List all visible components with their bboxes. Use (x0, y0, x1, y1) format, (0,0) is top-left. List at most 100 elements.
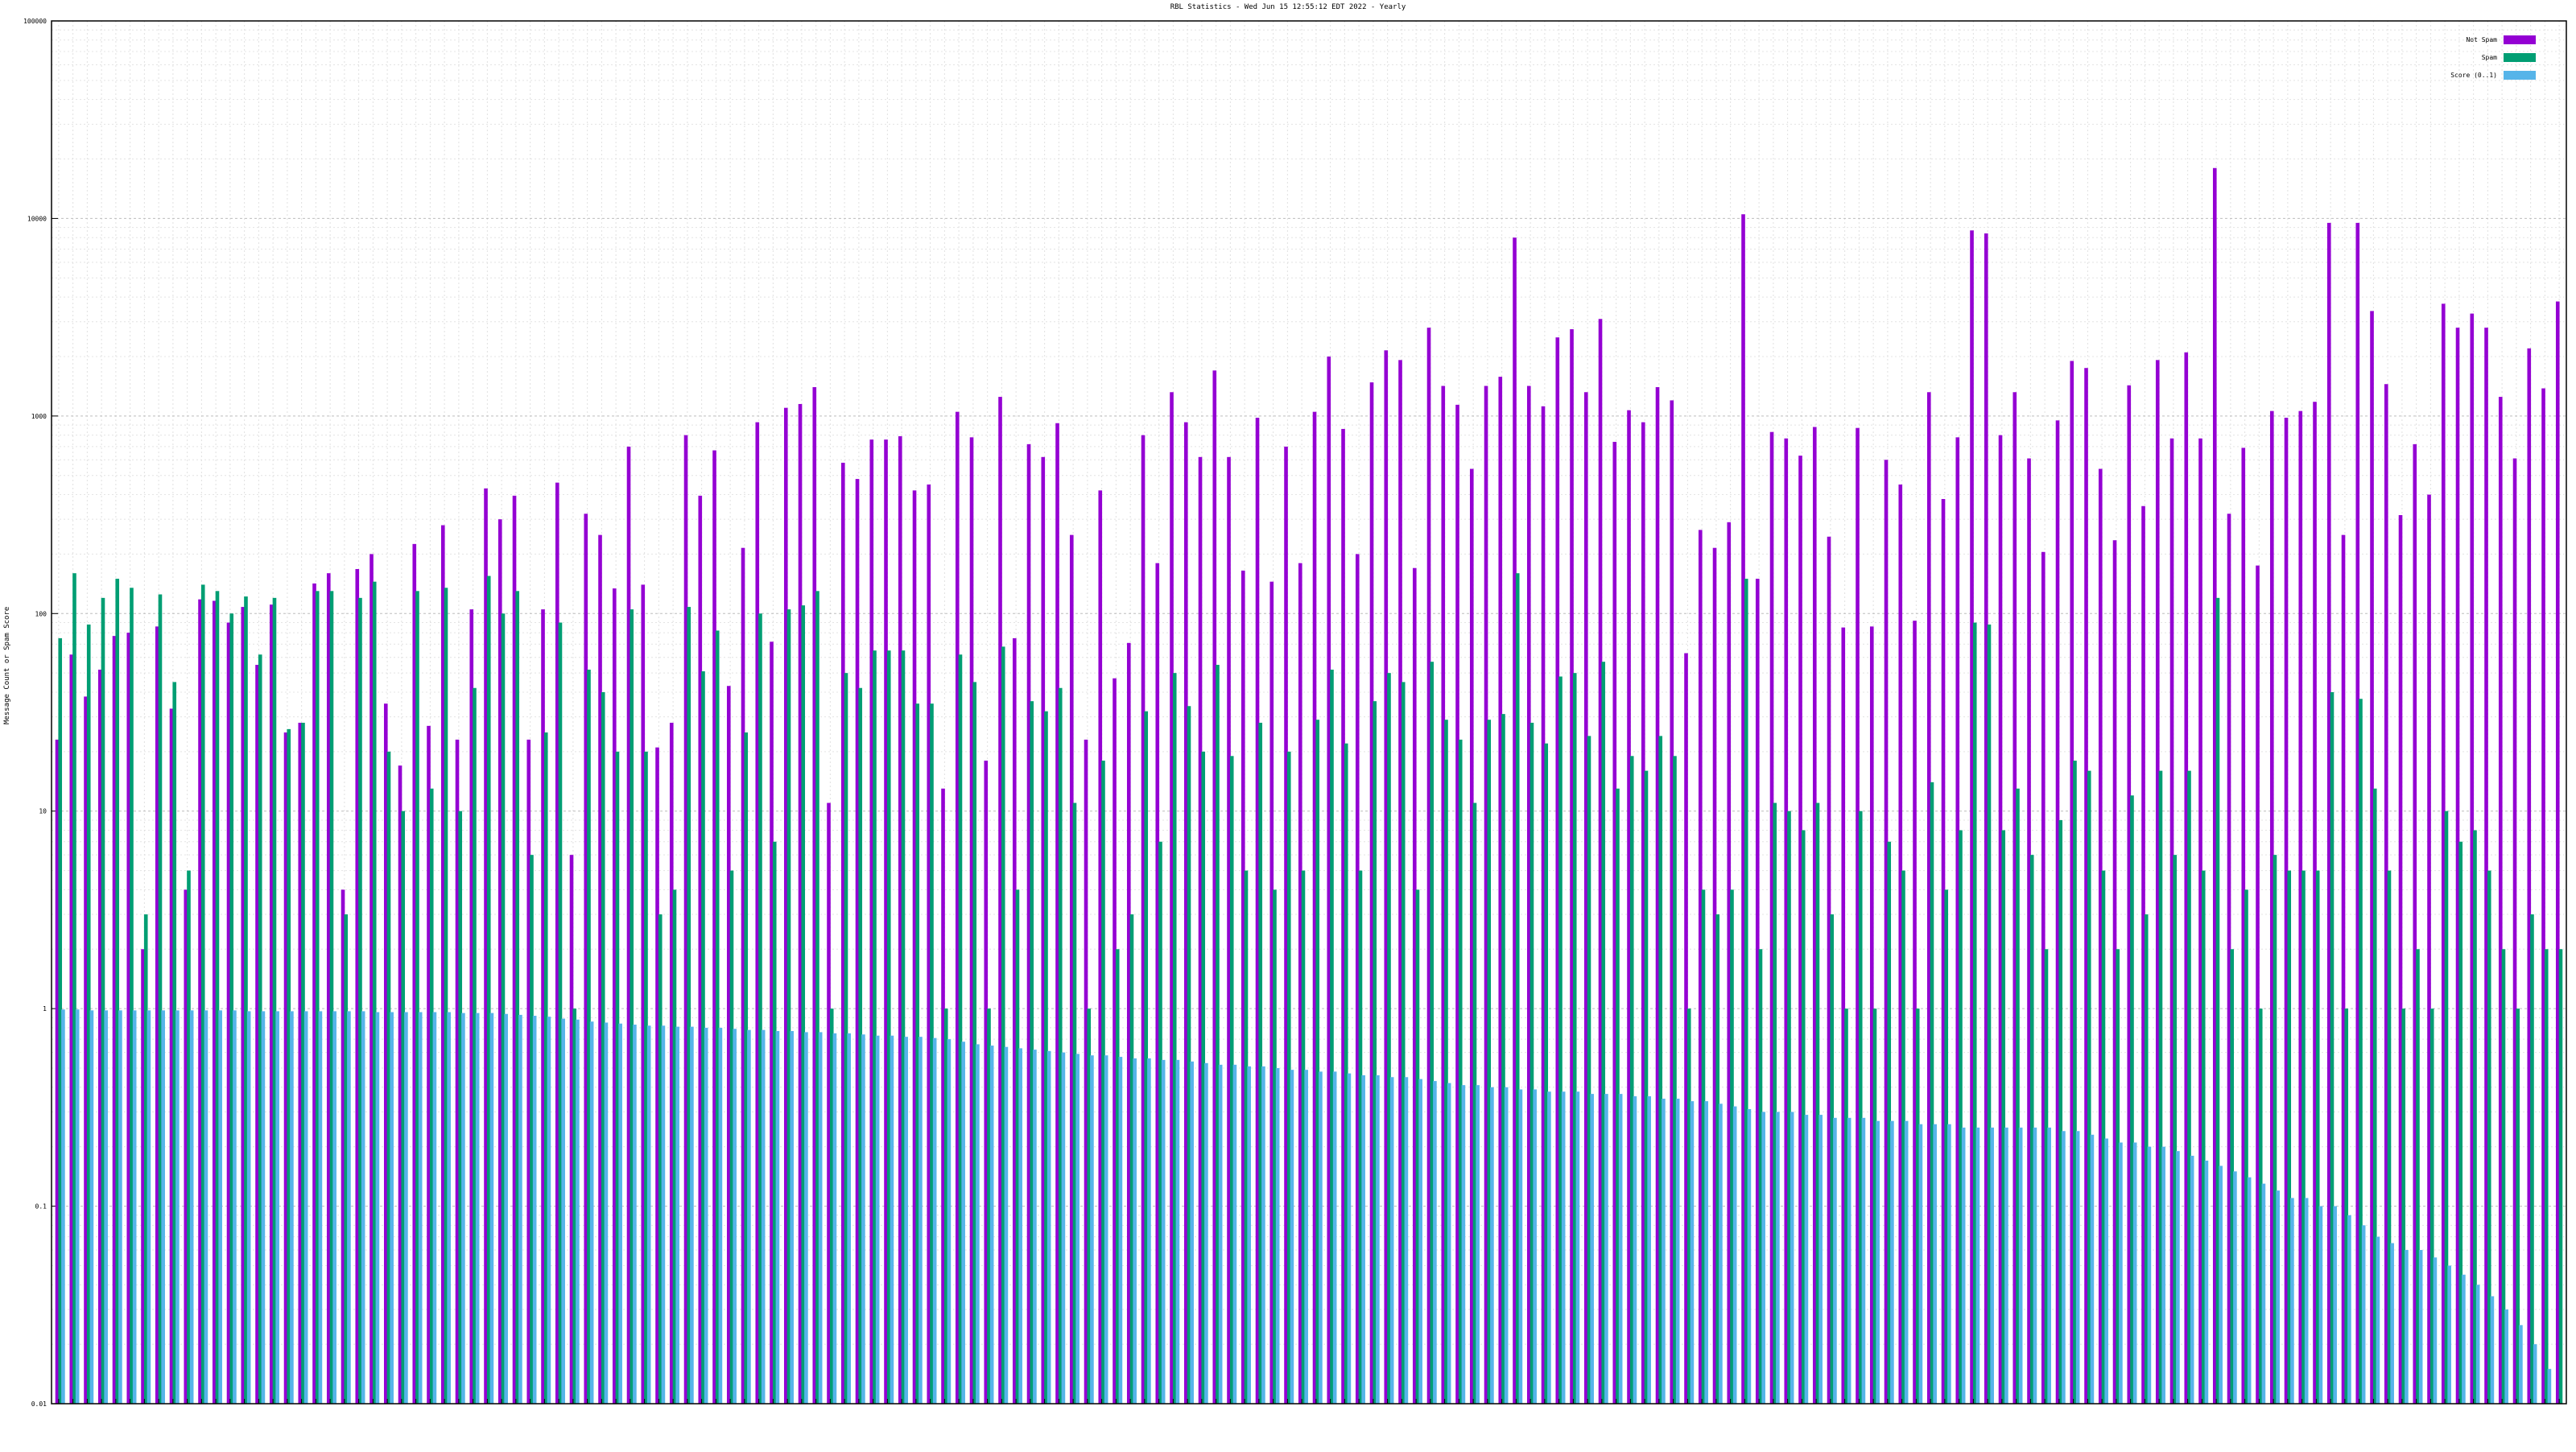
spam-bar (2416, 949, 2420, 1404)
not-spam-bar (1412, 567, 1417, 1404)
score-bar (404, 1012, 408, 1404)
score-bar (2161, 1146, 2165, 1404)
spam-bar (1801, 830, 1806, 1404)
score-bar (1947, 1124, 1951, 1404)
spam-bar (1373, 701, 1377, 1404)
score-bar (1232, 1064, 1237, 1404)
score-bar (1776, 1112, 1780, 1404)
spam-bar (1915, 1009, 1920, 1404)
score-bar (1190, 1061, 1194, 1404)
not-spam-bar (155, 626, 159, 1404)
score-bar (1433, 1081, 1437, 1404)
not-spam-bar (726, 686, 731, 1404)
score-bar (2119, 1142, 2123, 1404)
score-bar (2132, 1142, 2137, 1404)
spam-bar (2130, 795, 2134, 1404)
score-bar (1376, 1075, 1380, 1404)
spam-bar (2401, 1009, 2406, 1404)
not-spam-bar (2484, 328, 2488, 1404)
not-spam-bar (869, 439, 874, 1404)
not-spam-bar (283, 732, 288, 1404)
spam-bar (1744, 579, 1748, 1404)
legend-swatch (2504, 71, 2536, 80)
not-spam-bar (827, 802, 831, 1404)
spam-bar (572, 1009, 577, 1404)
score-bar (1304, 1070, 1308, 1404)
not-spam-bar (1369, 382, 1374, 1404)
not-spam-bar (1098, 490, 1103, 1404)
score-bar (2290, 1198, 2294, 1404)
score-bar (1018, 1048, 1022, 1404)
spam-bar (1344, 743, 1348, 1404)
not-spam-bar (1755, 579, 1760, 1404)
score-bar (1147, 1058, 1151, 1404)
score-bar (1218, 1064, 1223, 1404)
score-bar (1961, 1127, 1966, 1404)
not-spam-bar (1670, 400, 1674, 1404)
spam-bar (829, 1009, 834, 1404)
spam-bar (287, 728, 291, 1404)
score-bar (947, 1039, 952, 1404)
score-bar (233, 1010, 237, 1404)
y-tick-label: 0.01 (31, 1400, 47, 1408)
spam-bar (372, 581, 377, 1404)
score-bar (2090, 1134, 2095, 1404)
spam-bar (1872, 1009, 1877, 1404)
spam-bar (1158, 841, 1162, 1404)
score-bar (1604, 1094, 1608, 1404)
spam-bar (2230, 949, 2235, 1404)
spam-bar (2501, 949, 2506, 1404)
spam-bar (258, 654, 262, 1404)
score-bar (1361, 1075, 1365, 1404)
not-spam-bar (1655, 386, 1660, 1404)
not-spam-bar (312, 583, 316, 1404)
not-spam-bar (1798, 456, 1802, 1404)
spam-bar (1273, 889, 1277, 1404)
y-axis-label: Message Count or Spam Score (3, 606, 11, 724)
score-bar (1319, 1071, 1323, 1404)
score-bar (432, 1012, 437, 1404)
not-spam-bar (1069, 534, 1074, 1404)
score-bar (589, 1021, 594, 1404)
score-bar (1790, 1112, 1794, 1404)
not-spam-bar (1012, 637, 1017, 1404)
not-spam-bar (798, 403, 803, 1404)
score-bar (75, 1009, 80, 1404)
score-bar (147, 1010, 151, 1404)
spam-bar (1072, 802, 1077, 1404)
not-spam-bar (555, 482, 559, 1404)
score-bar (1904, 1120, 1909, 1404)
not-spam-bar (1856, 427, 1860, 1404)
spam-bar (244, 596, 248, 1404)
score-bar (1818, 1115, 1823, 1404)
not-spam-bar (1255, 418, 1260, 1404)
score-bar (1804, 1115, 1809, 1404)
spam-bar (1001, 646, 1005, 1404)
score-bar (89, 1010, 94, 1404)
score-bar (1490, 1087, 1494, 1404)
spam-bar (2359, 699, 2363, 1404)
score-bar (1161, 1059, 1166, 1404)
score-bar (2462, 1274, 2466, 1404)
score-bar (2018, 1127, 2023, 1404)
score-bar (447, 1012, 451, 1404)
score-bar (61, 1009, 65, 1404)
score-bar (1332, 1071, 1337, 1404)
not-spam-bar (1170, 392, 1174, 1404)
spam-bar (1358, 870, 1363, 1404)
spam-bar (915, 703, 920, 1404)
score-bar (804, 1032, 808, 1404)
spam-bar (715, 630, 720, 1404)
not-spam-bar (2326, 222, 2331, 1404)
not-spam-bar (584, 514, 588, 1404)
not-spam-bar (2313, 402, 2317, 1405)
chart-title: RBL Statistics - Wed Jun 15 12:55:12 EDT… (1170, 3, 1406, 11)
score-bar (2376, 1236, 2380, 1404)
not-spam-bar (1312, 411, 1317, 1404)
spam-bar (1015, 889, 1020, 1404)
spam-bar (86, 624, 91, 1404)
spam-bar (329, 591, 334, 1404)
spam-bar (401, 811, 406, 1404)
not-spam-bar (941, 788, 945, 1404)
spam-bar (2330, 691, 2334, 1404)
